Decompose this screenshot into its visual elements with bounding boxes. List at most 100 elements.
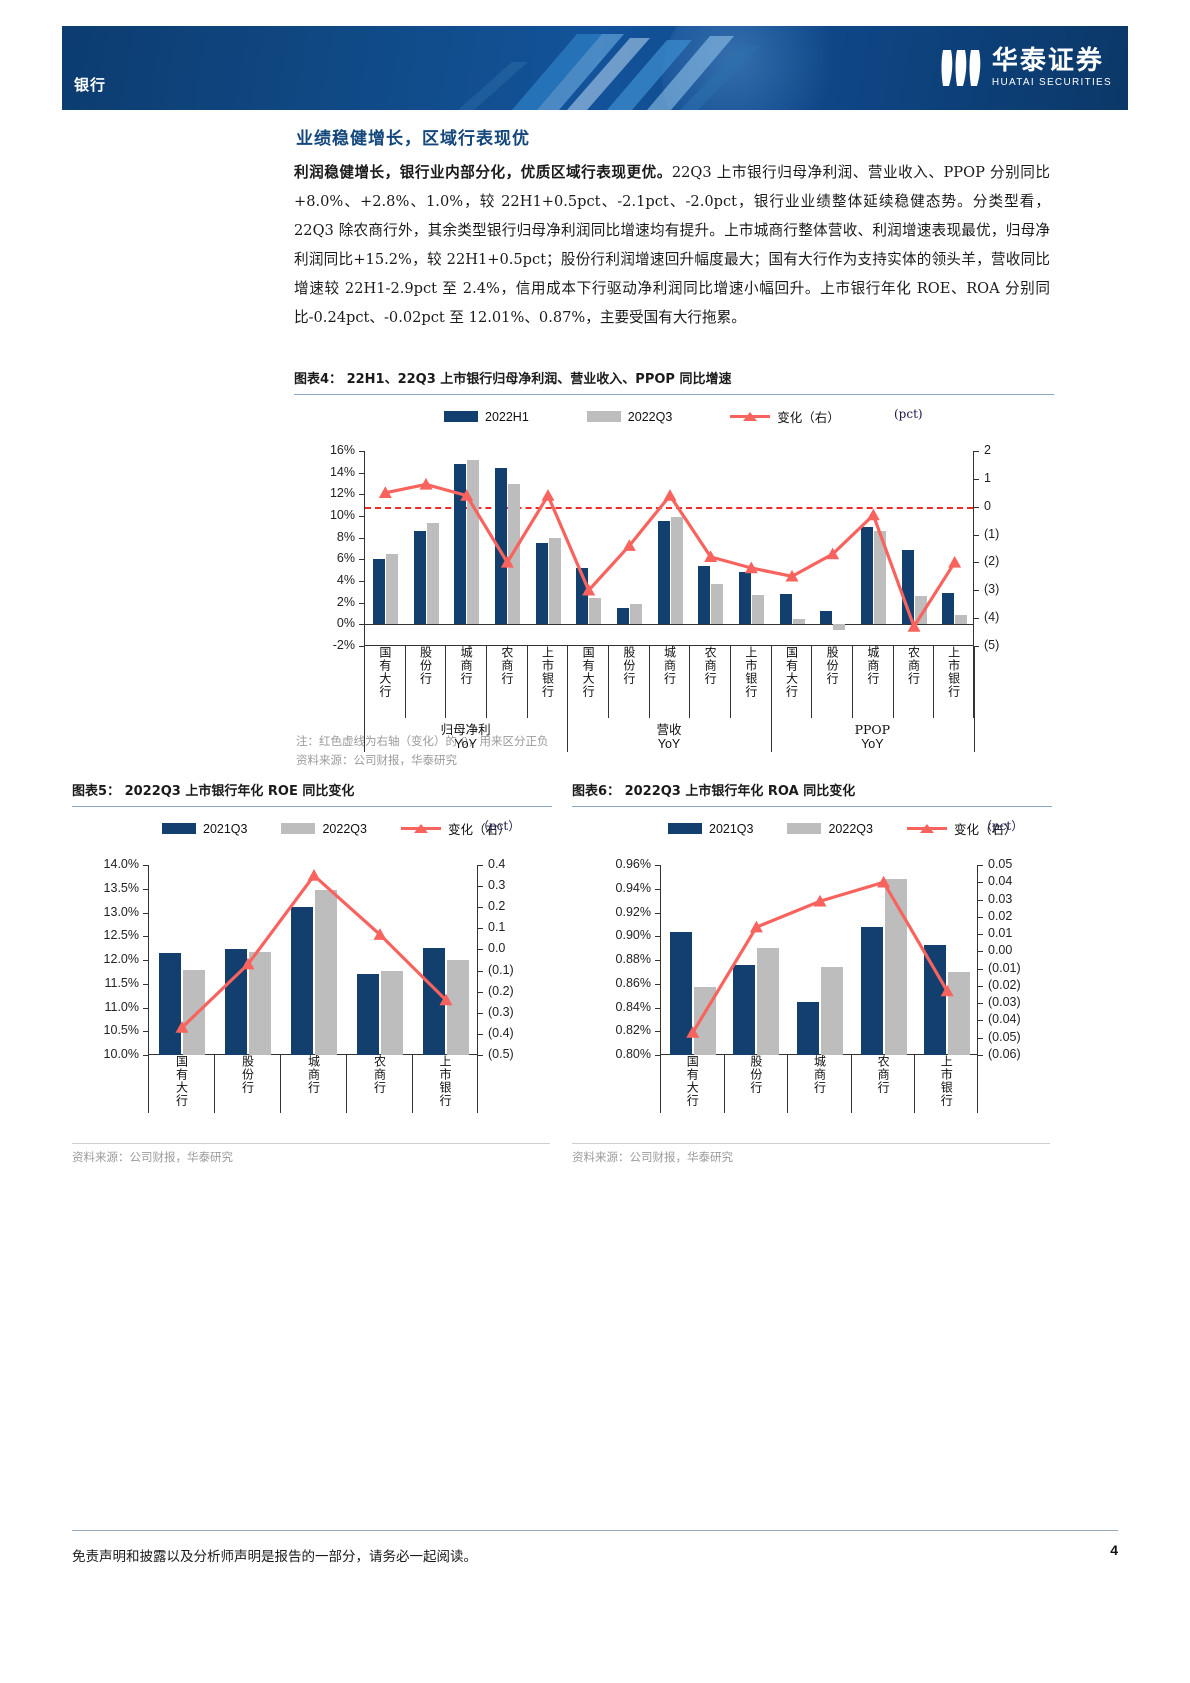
exhibit-5-chart: 2021Q3 2022Q3 变化（右） （pct） 14.0% 13.5% 13.0% 12.… [72,813,552,1113]
bar-series-2022Q3 [821,967,843,1055]
y2-axis-tick [477,1012,483,1014]
y2-axis-tick [977,934,983,936]
y2-axis-tick-label: (0.01) [988,960,1021,975]
y2-axis-tick [973,618,979,620]
category-cell: 农商行 [850,1055,915,1113]
y2-axis-tick-label: (0.1) [488,962,514,977]
category-label: 城商行 [865,646,880,685]
y2-axis-tick-label: (0.04) [988,1012,1021,1027]
exhibit-4-chart: 2022H1 2022Q3 变化（右） (pct) 16% 14% 12% 10% 8% 6% 4%… [294,401,1054,752]
exhibit-4-note: 注：红色虚线为右轴（变化）的 0，用来区分正负 [296,734,549,748]
legend-label-3: 变化（右） [777,411,840,425]
y-axis-tick [359,581,365,582]
y2-axis-tick-label: (0.03) [988,995,1021,1010]
group-separator [567,646,569,752]
bar-series-2022Q3 [914,596,927,625]
legend-item: 2022Q3 [281,822,367,836]
change-line-marker [686,1026,700,1038]
plot-area [655,865,983,1056]
paragraph-body: 22Q3 上市银行归母净利润、营业收入、PPOP 分别同比+8.0%、+2.8%… [294,164,1050,326]
y-axis-tick-label: 0.84% [615,999,651,1014]
y-axis-tick [143,983,149,985]
section-paragraph: 利润稳健增长，银行业内部分化，优质区域行表现更优。22Q3 上市银行归母净利润、… [294,158,1050,332]
section-heading: 业绩稳健增长，区域行表现优 [296,129,530,149]
y-axis-tick-label: 0.88% [615,952,651,966]
exhibit-5: 图表5： 2022Q3 上市银行年化 ROE 同比变化 2021Q3 2022Q3… [72,780,552,1165]
bar-series-2022Q3 [385,553,398,625]
chart-legend: 2022H1 2022Q3 变化（右） [444,407,840,426]
page-number: 4 [1110,1542,1118,1558]
change-line-marker [622,539,636,551]
category-label: 国有大行 [685,1055,700,1107]
exhibit-4-title: 图表4： 22H1、22Q3 上市银行归母净利润、营业收入、PPOP 同比增速 [294,372,732,387]
category-cell: 股份行 [811,646,852,718]
y-axis-tick [359,494,365,496]
category-label: 上市银行 [939,1055,954,1107]
y-axis-tick-label: 14% [329,464,355,479]
category-label: 股份行 [825,646,840,685]
y2-axis-tick-label: 0.04 [988,874,1013,889]
bar-series-2022H1 [901,549,914,625]
y-axis-tick [359,451,365,452]
y2-axis-tick-label: 0 [984,498,991,513]
category-cell: 股份行 [404,646,446,718]
y2-axis-tick [973,478,979,480]
y2-axis-tick-label: (0.06) [988,1047,1021,1061]
exhibit-4: 图表4： 22H1、22Q3 上市银行归母净利润、营业收入、PPOP 同比增速 … [294,368,1054,768]
bar-series-2022H1 [860,926,883,1055]
bar-series-2022H1 [159,952,181,1055]
y2-axis-tick [477,865,483,866]
category-cell: 国有大行 [148,1055,214,1113]
category-cell: 国有大行 [770,646,812,718]
y2-axis-tick-label: 0.1 [488,920,506,935]
y-axis-tick-label: 12.5% [103,928,139,943]
y2-axis-tick [977,985,983,987]
bar-series-2022Q3 [757,948,780,1055]
y-axis-tick-label: 4% [336,573,355,587]
category-cell: 股份行 [723,1055,788,1113]
category-label: 农商行 [372,1055,387,1094]
y2-axis-tick-label: 0.02 [988,908,1013,923]
category-label: 国有大行 [581,646,596,698]
bar-series-2022Q3 [751,595,764,625]
bar-series-2022H1 [733,964,756,1055]
exhibit-6-chart: 2021Q3 2022Q3 变化（右） （pct） 0.96% 0.94% 0.92% 0.9… [572,813,1052,1113]
plot-area [359,451,979,647]
bar-series-2022Q3 [589,598,602,625]
change-line-marker [785,569,799,582]
bar-series-2022Q3 [711,584,724,625]
bar-series-2022H1 [820,611,833,625]
legend-label-2: 2022Q3 [828,821,873,836]
group-separator-right [974,646,975,752]
y-axis-tick-label: 0.96% [615,857,651,871]
y2-axis-tick [977,1003,983,1005]
legend-swatch-series2 [281,823,316,834]
bar-series-2022Q3 [426,522,439,625]
bar-series-2022Q3 [670,517,683,625]
category-cell: 农商行 [486,646,527,718]
plot-area [143,865,483,1056]
category-cell: 农商行 [346,1055,412,1113]
legend-item: 2021Q3 [162,822,247,836]
change-line-marker [582,583,596,596]
y2-axis-tick-label: (4) [984,610,1000,625]
y-axis-tick-label: 12.0% [103,952,139,966]
zero-baseline [365,624,973,626]
legend-label-3: 变化（右） [953,823,1017,837]
y2-axis-tick-label: 2 [984,443,991,457]
change-line-marker [500,555,514,568]
y-axis-tick [143,1055,149,1056]
group-label-top: PPOP [854,722,891,737]
bar-series-2022H1 [357,974,379,1055]
group-label: 营收 YoY [567,722,770,752]
bar-series-2022H1 [494,468,507,625]
y2-axis-tick-label: 0.03 [988,891,1013,906]
y2-axis-tick [977,951,983,953]
y-axis-tick-label: -2% [332,638,355,652]
bar-series-2022H1 [372,559,385,625]
y2-axis-tick [973,562,979,564]
exhibit-6-source: 资料来源：公司财报，华泰研究 [572,1150,733,1164]
y2-axis-tick [977,968,983,970]
bar-series-2022Q3 [629,603,642,625]
